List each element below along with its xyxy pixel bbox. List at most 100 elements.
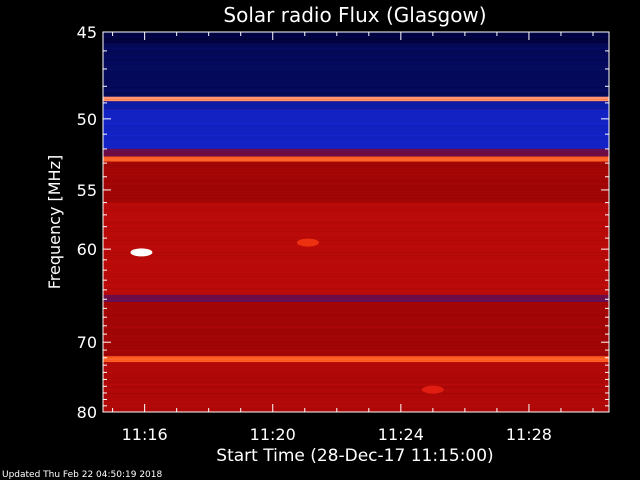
texture-line xyxy=(103,69,609,70)
texture-line xyxy=(103,51,609,52)
y-tick-label: 45 xyxy=(77,23,97,42)
y-tick-label: 50 xyxy=(77,110,97,129)
texture-line xyxy=(103,366,609,367)
texture-line xyxy=(103,180,609,181)
texture-line xyxy=(103,345,609,346)
texture-line xyxy=(103,396,609,397)
texture-line xyxy=(103,333,609,334)
band-5 xyxy=(103,148,609,157)
texture-line xyxy=(103,117,609,118)
texture-line xyxy=(103,327,609,328)
texture-line xyxy=(103,165,609,166)
y-tick-label: 80 xyxy=(77,403,97,422)
x-tick-label: 11:28 xyxy=(506,425,552,444)
texture-line xyxy=(103,174,609,175)
texture-line xyxy=(103,231,609,232)
texture-line xyxy=(103,111,609,112)
texture-line xyxy=(103,252,609,253)
texture-line xyxy=(103,141,609,142)
texture-line xyxy=(103,267,609,268)
texture-line xyxy=(103,75,609,76)
texture-line xyxy=(103,123,609,124)
texture-line xyxy=(103,249,609,250)
texture-line xyxy=(103,66,609,67)
texture-line xyxy=(103,270,609,271)
texture-line xyxy=(103,372,609,373)
texture-line xyxy=(103,309,609,310)
texture-line xyxy=(103,243,609,244)
texture-line xyxy=(103,159,609,160)
texture-line xyxy=(103,186,609,187)
texture-line xyxy=(103,261,609,262)
texture-line xyxy=(103,153,609,154)
texture-line xyxy=(103,291,609,292)
texture-line xyxy=(103,156,609,157)
band-11 xyxy=(103,356,609,363)
texture-line xyxy=(103,384,609,385)
texture-line xyxy=(103,237,609,238)
burst-1 xyxy=(296,238,319,247)
texture-line xyxy=(103,393,609,394)
texture-line xyxy=(103,54,609,55)
texture-line xyxy=(103,234,609,235)
texture-line xyxy=(103,222,609,223)
texture-line xyxy=(103,39,609,40)
texture-line xyxy=(103,351,609,352)
texture-line xyxy=(103,102,609,103)
texture-line xyxy=(103,300,609,301)
x-axis: 11:16 11:20 11:24 11:28 xyxy=(112,32,594,444)
texture-line xyxy=(103,207,609,208)
texture-line xyxy=(103,240,609,241)
texture-line xyxy=(103,315,609,316)
texture-line xyxy=(103,288,609,289)
texture-line xyxy=(103,354,609,355)
band-10 xyxy=(103,302,609,357)
texture-line xyxy=(103,114,609,115)
texture-line xyxy=(103,171,609,172)
chart-title: Solar radio Flux (Glasgow) xyxy=(223,3,486,27)
texture-line xyxy=(103,90,609,91)
texture-line xyxy=(103,195,609,196)
texture-line xyxy=(103,279,609,280)
texture-line xyxy=(103,378,609,379)
texture-line xyxy=(103,312,609,313)
band-2 xyxy=(103,96,609,102)
band-7 xyxy=(103,161,609,203)
texture-line xyxy=(103,255,609,256)
plot-frame xyxy=(102,31,610,413)
texture-line xyxy=(103,303,609,304)
texture-line xyxy=(103,201,609,202)
texture-line xyxy=(103,363,609,364)
texture-line xyxy=(103,147,609,148)
texture-line xyxy=(103,399,609,400)
y-tick-label: 60 xyxy=(77,240,97,259)
texture-line xyxy=(103,402,609,403)
texture-line xyxy=(103,99,609,100)
texture-line xyxy=(103,45,609,46)
texture-line xyxy=(103,144,609,145)
texture-line xyxy=(103,390,609,391)
texture-line xyxy=(103,357,609,358)
texture-line xyxy=(103,318,609,319)
texture-line xyxy=(103,264,609,265)
texture-line xyxy=(103,33,609,34)
texture-line xyxy=(103,42,609,43)
texture-line xyxy=(103,120,609,121)
x-axis-label: Start Time (28-Dec-17 11:15:00) xyxy=(216,446,493,466)
texture-line xyxy=(103,216,609,217)
texture-line xyxy=(103,138,609,139)
y-axis: 45 50 55 60 70 80 xyxy=(77,23,609,422)
texture-line xyxy=(103,93,609,94)
texture-line xyxy=(103,87,609,88)
texture-line xyxy=(103,129,609,130)
texture-line xyxy=(103,330,609,331)
texture-line xyxy=(103,219,609,220)
texture-line xyxy=(103,192,609,193)
texture-line xyxy=(103,276,609,277)
texture-line xyxy=(103,162,609,163)
texture-line xyxy=(103,96,609,97)
texture-line xyxy=(103,273,609,274)
texture-line xyxy=(103,282,609,283)
y-tick-label: 70 xyxy=(77,333,97,352)
